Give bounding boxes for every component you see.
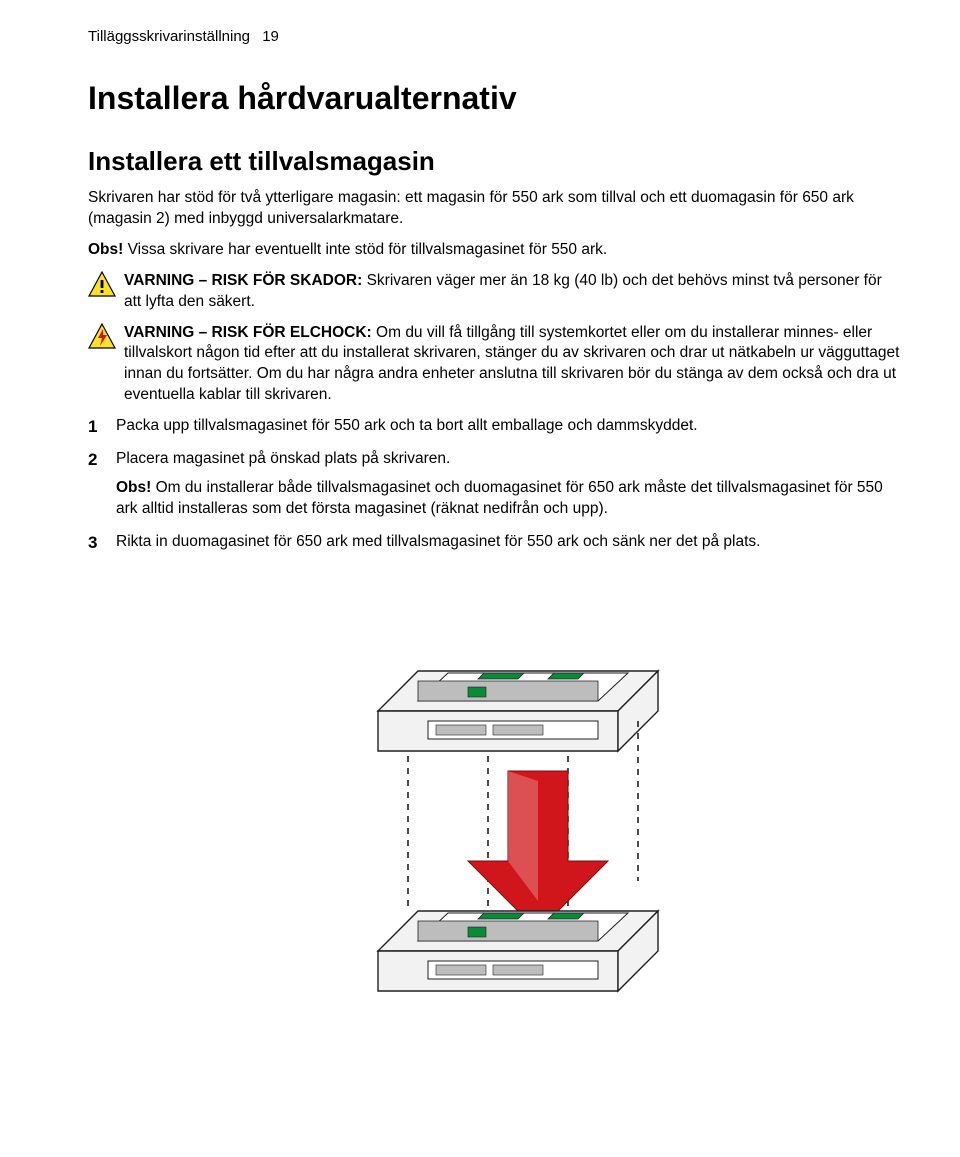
- step-2: Placera magasinet på önskad plats på skr…: [88, 449, 900, 520]
- steps-list: Packa upp tillvalsmagasinet för 550 ark …: [88, 416, 900, 1008]
- warning-damage: VARNING – RISK FÖR SKADOR: Skrivaren väg…: [88, 271, 900, 313]
- step-2-note: Obs! Om du installerar både tillvalsmaga…: [116, 478, 900, 520]
- warning-damage-label: VARNING – RISK FÖR SKADOR:: [124, 272, 362, 289]
- running-head: Tilläggsskrivarinställning 19: [88, 28, 900, 45]
- step-1: Packa upp tillvalsmagasinet för 550 ark …: [88, 416, 900, 437]
- warning-shock: VARNING – RISK FÖR ELCHOCK: Om du vill f…: [88, 323, 900, 407]
- note-line: Obs! Vissa skrivare har eventuellt inte …: [88, 240, 900, 261]
- page-number: 19: [262, 28, 279, 45]
- step-3: Rikta in duomagasinet för 650 ark med ti…: [88, 532, 900, 1008]
- step-1-text: Packa upp tillvalsmagasinet för 550 ark …: [116, 417, 698, 434]
- step-2-note-label: Obs!: [116, 479, 151, 496]
- step-2-note-text: Om du installerar både tillvalsmagasinet…: [116, 479, 883, 517]
- figure-container: [116, 561, 900, 1008]
- upper-tray: [378, 671, 658, 751]
- shock-icon: [88, 323, 116, 349]
- intro-paragraph: Skrivaren har stöd för två ytterligare m…: [88, 188, 900, 230]
- down-arrow-icon: [468, 771, 608, 931]
- heading-2: Installera ett tillvalsmagasin: [88, 145, 900, 178]
- note-label: Obs!: [88, 241, 123, 258]
- step-2-text: Placera magasinet på önskad plats på skr…: [116, 450, 450, 467]
- caution-icon: [88, 271, 116, 297]
- heading-1: Installera hårdvarualternativ: [88, 79, 900, 117]
- page-root: Tilläggsskrivarinställning 19 Installera…: [0, 0, 960, 1060]
- warning-shock-label: VARNING – RISK FÖR ELCHOCK:: [124, 324, 372, 341]
- note-text: Vissa skrivare har eventuellt inte stöd …: [123, 241, 607, 258]
- lower-tray: [378, 911, 658, 991]
- running-head-section: Tilläggsskrivarinställning: [88, 28, 250, 45]
- step-3-text: Rikta in duomagasinet för 650 ark med ti…: [116, 533, 760, 550]
- tray-alignment-figure: [318, 561, 698, 1001]
